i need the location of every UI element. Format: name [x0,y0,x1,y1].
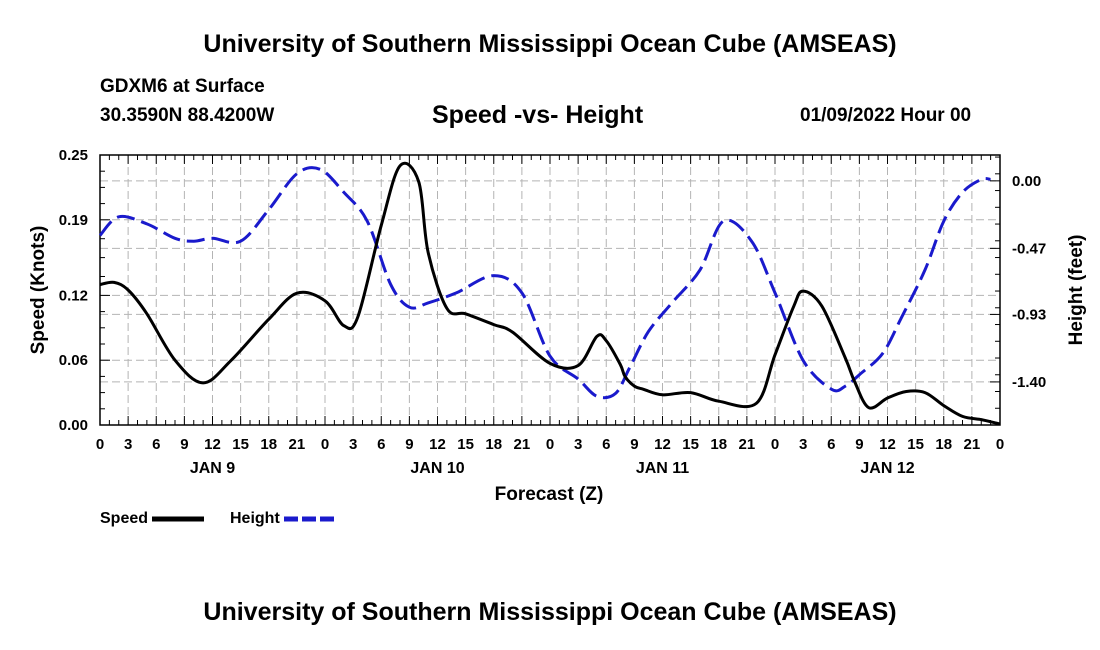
y-tick-label: 0.25 [59,147,88,164]
x-tick-label: 9 [180,436,188,453]
x-tick-label: 6 [602,436,610,453]
x-axis-title: Forecast (Z) [495,484,604,505]
x-tick-label: 12 [879,436,896,453]
x-tick-label: 18 [935,436,952,453]
coordinates-label: 30.3590N 88.4200W [100,105,275,126]
legend-label-speed: Speed [100,510,149,527]
station-label: GDXM6 at Surface [100,76,265,97]
x-day-label: JAN 10 [410,460,464,477]
y-axis-left: 0.00 0.06 0.12 0.19 0.25 [59,147,110,434]
x-day-label: JAN 11 [636,460,689,477]
x-day-label: JAN 12 [860,460,914,477]
x-tick-label: 9 [630,436,638,453]
chart-title: University of Southern Mississippi Ocean… [203,30,897,58]
x-tick-label: 21 [514,436,531,453]
x-tick-label: 9 [405,436,413,453]
x-tick-label: 18 [485,436,502,453]
x-tick-label: 21 [289,436,306,453]
y-tick-label: 0.12 [59,287,88,304]
x-tick-label: 12 [429,436,446,453]
grid-lines [100,155,1000,425]
y2-tick-label: -0.93 [1012,306,1046,323]
x-tick-label: 0 [546,436,554,453]
y-axis-right: -1.40 -0.93 -0.47 0.00 [990,156,1046,426]
x-day-label: JAN 9 [190,460,235,477]
legend-label-height: Height [230,510,280,527]
x-tick-label: 9 [855,436,863,453]
x-tick-label: 0 [771,436,779,453]
x-tick-label: 21 [964,436,981,453]
y2-tick-label: 0.00 [1012,173,1041,190]
legend-item-height: Height [230,510,337,528]
x-tick-label: 6 [827,436,835,453]
footer-title: University of Southern Mississippi Ocean… [203,598,897,626]
x-tick-label: 18 [710,436,727,453]
x-tick-label: 18 [260,436,277,453]
x-tick-label: 0 [321,436,329,453]
x-tick-label: 3 [799,436,807,453]
y2-tick-label: -0.47 [1012,240,1046,257]
y-tick-label: 0.19 [59,212,88,229]
x-tick-label: 12 [204,436,221,453]
x-tick-label: 15 [907,436,924,453]
legend-item-speed: Speed [100,510,205,528]
y-tick-label: 0.00 [59,417,88,434]
x-tick-label: 15 [682,436,699,453]
x-tick-label: 6 [152,436,160,453]
y2-axis-title: Height (feet) [1066,235,1087,346]
x-tick-label: 3 [574,436,582,453]
y-tick-label: 0.06 [59,352,88,369]
chart-subtitle: Speed -vs- Height [432,101,644,129]
x-tick-label: 21 [739,436,756,453]
legend-swatch-speed [152,516,205,522]
x-tick-label: 6 [377,436,385,453]
x-tick-label: 12 [654,436,671,453]
x-tick-label: 3 [124,436,132,453]
x-tick-label: 3 [349,436,357,453]
x-tick-label: 15 [232,436,249,453]
x-tick-label: 15 [457,436,474,453]
x-tick-label: 0 [96,436,104,453]
forecast-datetime: 01/09/2022 Hour 00 [800,105,972,126]
series-line-height [98,166,991,400]
legend-swatch-height [284,516,337,522]
x-tick-label: 0 [996,436,1004,453]
x-axis: 0 3 6 9 12 15 18 21 0 3 6 9 12 15 18 21 0 3 6 9 12 15 18 21 0 3 6 9… [96,155,1004,477]
y2-tick-label: -1.40 [1012,374,1046,391]
series-line-speed [99,161,1001,426]
y-axis-title: Speed (Knots) [28,226,49,355]
